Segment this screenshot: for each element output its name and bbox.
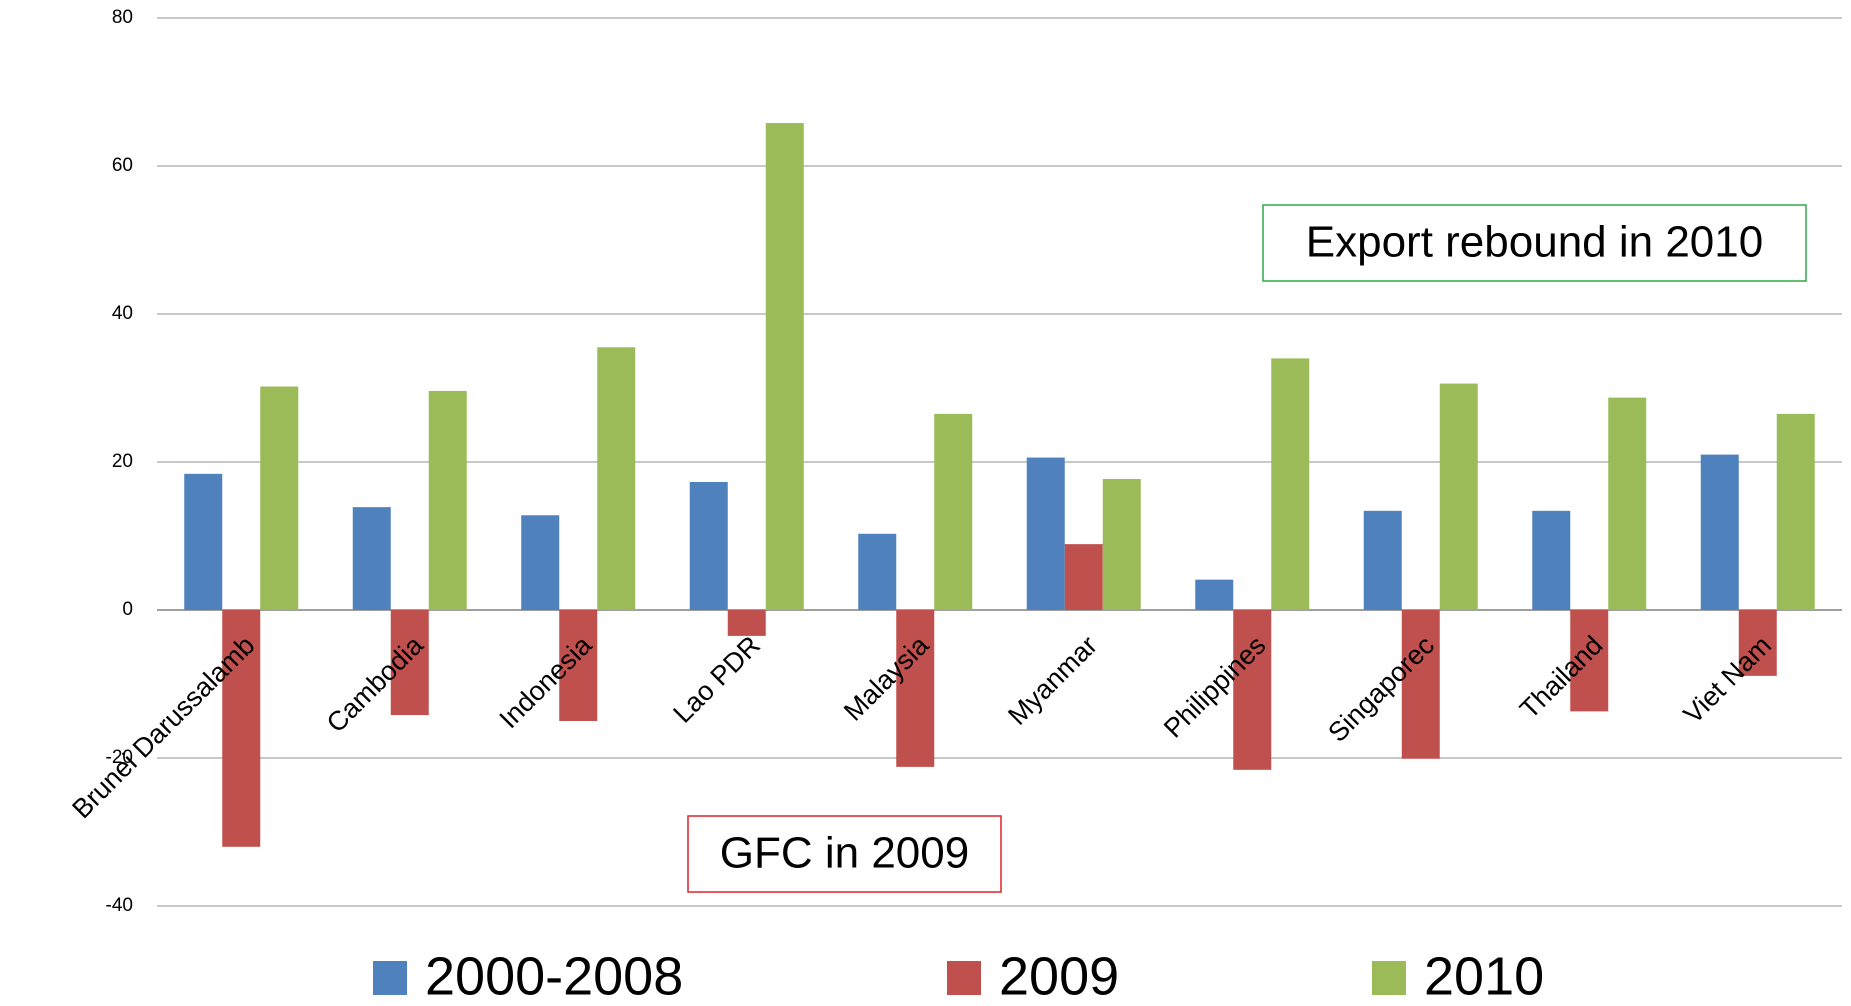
bar xyxy=(1738,610,1777,676)
bar xyxy=(390,610,429,716)
bar xyxy=(597,347,636,610)
bar xyxy=(1401,610,1440,759)
annotation-box xyxy=(687,815,1002,893)
y-tick-label: 80 xyxy=(112,7,133,28)
bar xyxy=(727,610,766,636)
bar xyxy=(1532,510,1571,610)
bar xyxy=(1439,383,1478,610)
bar xyxy=(896,610,935,767)
legend-swatch xyxy=(947,961,981,995)
bar xyxy=(689,481,728,610)
bar xyxy=(934,413,973,610)
bar xyxy=(1363,510,1402,610)
legend-label: 2000-2008 xyxy=(425,946,683,1006)
annotation-box xyxy=(1262,204,1807,282)
annotation-text: Export rebound in 2010 xyxy=(1306,218,1763,267)
bar xyxy=(428,390,467,610)
bar xyxy=(1026,457,1065,610)
bar xyxy=(1271,358,1310,610)
bar xyxy=(184,473,223,610)
bar xyxy=(1608,397,1647,610)
bar xyxy=(1700,454,1739,610)
bar xyxy=(260,386,299,610)
bar xyxy=(521,515,560,610)
bar xyxy=(1776,413,1815,610)
bar xyxy=(559,610,598,721)
y-tick-label: 20 xyxy=(112,451,133,472)
bar xyxy=(1102,479,1141,610)
bar xyxy=(222,610,261,847)
bar xyxy=(1195,579,1234,610)
y-tick-label: 40 xyxy=(112,303,133,324)
legend-label: 2009 xyxy=(999,946,1119,1006)
legend-label: 2010 xyxy=(1424,946,1544,1006)
x-tick-label: Lao PDR xyxy=(667,630,766,729)
bar xyxy=(352,507,391,610)
legend-swatch xyxy=(373,961,407,995)
bar xyxy=(858,533,897,610)
y-tick-label: -40 xyxy=(106,895,133,916)
bar xyxy=(1570,610,1609,712)
x-tick-label: Viet Nam xyxy=(1678,630,1777,729)
x-tick-label: Myanmar xyxy=(1002,630,1103,731)
legend-swatch xyxy=(1372,961,1406,995)
bar xyxy=(1233,610,1272,770)
y-tick-label: 0 xyxy=(122,599,133,620)
annotation-text: GFC in 2009 xyxy=(720,829,969,878)
y-tick-label: -20 xyxy=(106,747,133,768)
bar xyxy=(1064,544,1103,610)
bar xyxy=(765,123,804,610)
y-tick-label: 60 xyxy=(112,155,133,176)
